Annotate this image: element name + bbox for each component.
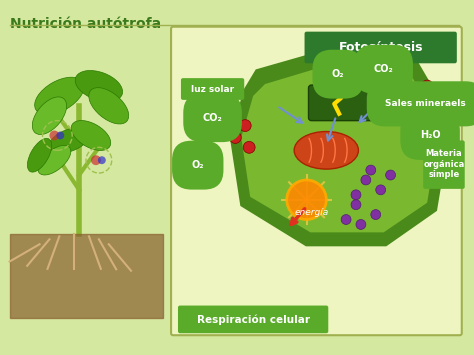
Circle shape: [287, 180, 326, 219]
Circle shape: [437, 95, 449, 107]
Bar: [10, 234, 163, 318]
Circle shape: [49, 131, 59, 141]
Ellipse shape: [38, 146, 71, 175]
Circle shape: [351, 200, 361, 210]
FancyBboxPatch shape: [309, 85, 379, 121]
Ellipse shape: [35, 77, 84, 115]
Circle shape: [386, 170, 395, 180]
Text: luz solar: luz solar: [191, 84, 234, 93]
FancyBboxPatch shape: [423, 141, 465, 189]
Ellipse shape: [71, 120, 111, 151]
Text: Nutrición autótrofa: Nutrición autótrofa: [10, 17, 161, 31]
Text: Sales mineraels: Sales mineraels: [385, 99, 465, 108]
Circle shape: [91, 155, 101, 165]
Circle shape: [341, 214, 351, 224]
Text: O₂: O₂: [191, 160, 204, 170]
Ellipse shape: [32, 97, 66, 135]
FancyBboxPatch shape: [305, 32, 457, 63]
Polygon shape: [241, 66, 440, 233]
FancyBboxPatch shape: [181, 78, 244, 100]
Text: Respiración celular: Respiración celular: [197, 314, 310, 324]
Text: Fotosíntesis: Fotosíntesis: [338, 41, 423, 54]
Circle shape: [239, 120, 251, 131]
Text: CO₂: CO₂: [203, 113, 222, 123]
Circle shape: [56, 131, 64, 140]
Circle shape: [351, 190, 361, 200]
Circle shape: [431, 110, 443, 122]
Circle shape: [98, 156, 106, 164]
Circle shape: [361, 175, 371, 185]
Text: H₂O: H₂O: [420, 131, 440, 141]
Circle shape: [376, 185, 386, 195]
Bar: [5, 32, 168, 318]
Circle shape: [371, 210, 381, 219]
Text: O₂: O₂: [332, 69, 345, 79]
Ellipse shape: [294, 131, 358, 169]
Circle shape: [421, 80, 433, 92]
FancyBboxPatch shape: [171, 27, 462, 335]
Circle shape: [229, 131, 241, 143]
Circle shape: [243, 141, 255, 153]
Circle shape: [356, 219, 366, 229]
FancyBboxPatch shape: [178, 306, 328, 333]
Polygon shape: [232, 51, 450, 244]
Ellipse shape: [27, 138, 52, 172]
Text: Materia
orgánica
simple: Materia orgánica simple: [423, 149, 465, 179]
Circle shape: [366, 165, 376, 175]
Ellipse shape: [89, 88, 129, 124]
Text: CO₂: CO₂: [374, 64, 393, 74]
Ellipse shape: [75, 71, 123, 102]
Ellipse shape: [49, 128, 89, 153]
Text: energía: energía: [294, 208, 328, 217]
